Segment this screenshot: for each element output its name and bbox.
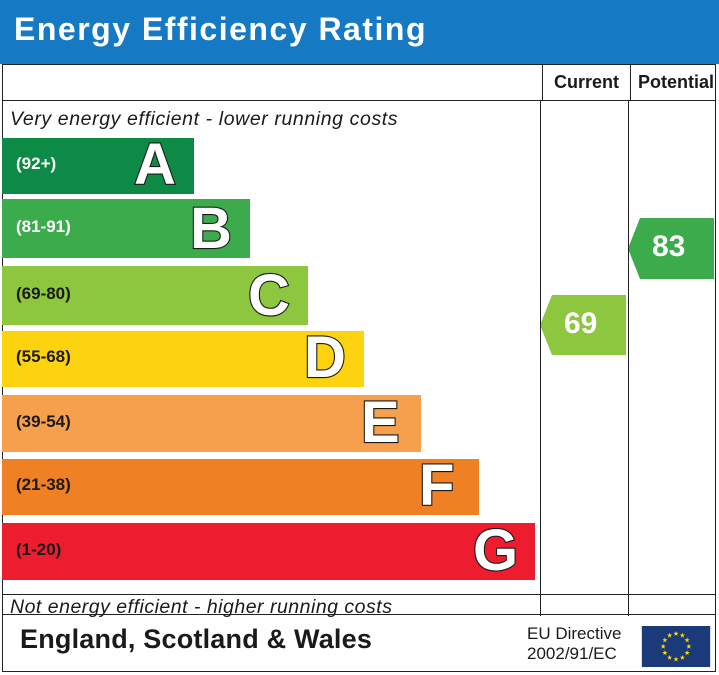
svg-text:C: C xyxy=(248,263,290,328)
svg-text:E: E xyxy=(361,390,400,455)
svg-text:G: G xyxy=(473,518,518,583)
svg-text:F: F xyxy=(419,453,454,518)
svg-text:D: D xyxy=(304,325,346,390)
svg-text:B: B xyxy=(190,196,232,261)
svg-text:A: A xyxy=(134,132,176,197)
